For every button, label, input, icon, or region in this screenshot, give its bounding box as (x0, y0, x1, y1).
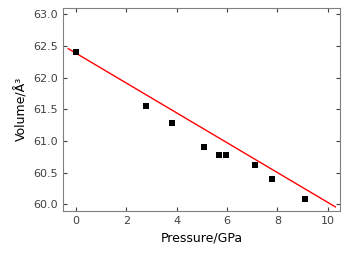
Point (201, 145, 207, 149)
Point (169, 121, 174, 125)
Point (217, 153, 222, 157)
Point (73, 50, 79, 54)
Point (252, 163, 258, 167)
Point (302, 197, 308, 201)
Point (144, 104, 149, 108)
Point (270, 177, 275, 181)
Y-axis label: Volume/Å³: Volume/Å³ (14, 77, 28, 141)
Point (223, 153, 229, 157)
X-axis label: Pressure/GPa: Pressure/GPa (161, 231, 243, 244)
